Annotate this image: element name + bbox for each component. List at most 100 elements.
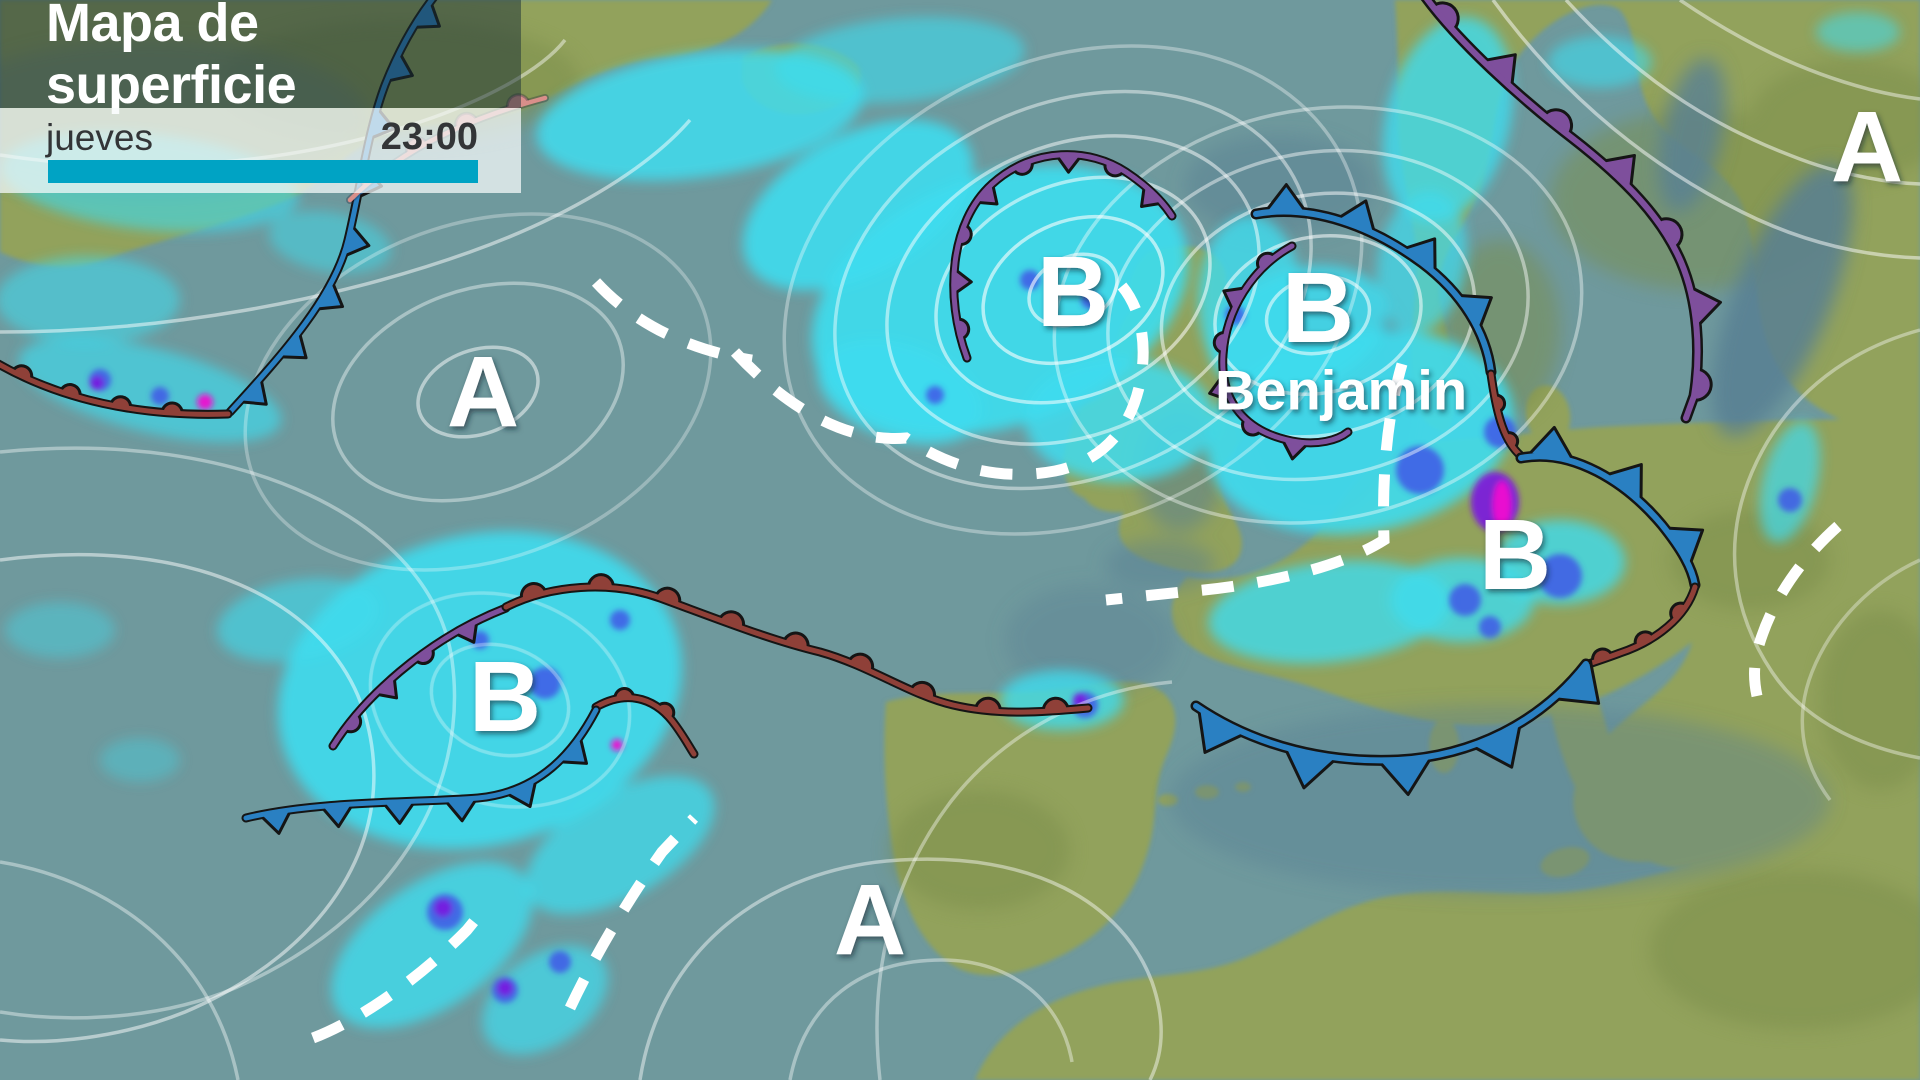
pressure-label-A: A xyxy=(447,336,519,448)
isobar-line xyxy=(0,118,692,334)
rain-area xyxy=(1759,421,1821,543)
front-line-color xyxy=(243,707,599,821)
trough-line xyxy=(311,905,489,1044)
isobar-ring xyxy=(885,134,1261,446)
rain-moderate xyxy=(1020,270,1040,290)
isobar-ring xyxy=(243,212,713,572)
page-title: Mapa de superficie xyxy=(46,0,297,115)
weather-front-occluded xyxy=(1208,241,1353,461)
rain-heavy xyxy=(497,980,513,996)
front-line-color xyxy=(1220,243,1351,446)
weather-front-warm xyxy=(501,573,1093,717)
rain-extreme xyxy=(1493,481,1511,529)
front-line-color xyxy=(503,584,1091,715)
rain-area xyxy=(268,210,392,274)
rain-moderate xyxy=(610,610,630,630)
rain-extreme xyxy=(611,739,623,751)
weather-front-warm xyxy=(1581,582,1700,670)
rain-area xyxy=(817,339,983,445)
isobar-line xyxy=(0,446,457,1020)
rain-moderate xyxy=(1081,291,1099,309)
isobar-line xyxy=(0,860,240,1080)
rain-moderate xyxy=(1778,488,1802,512)
front-line-color xyxy=(1424,0,1701,421)
rain-heavy xyxy=(90,376,104,390)
isobar-ring xyxy=(1052,105,1584,525)
front-line-color xyxy=(1253,208,1494,375)
rain-moderate xyxy=(1479,616,1501,638)
trough-line xyxy=(1749,521,1842,698)
rain-area xyxy=(1382,17,1514,223)
isobar-ring xyxy=(934,175,1212,405)
isobar-line xyxy=(1564,0,1920,186)
isobar-ring xyxy=(1106,148,1530,482)
rain-area xyxy=(100,738,180,782)
warm-front-semicircle xyxy=(587,573,615,590)
weather-front-cold xyxy=(241,705,601,835)
weather-front-cold xyxy=(1250,183,1497,378)
time-label: 23:00 xyxy=(380,116,478,158)
weather-front-cold xyxy=(1515,425,1705,591)
isobar-ring xyxy=(429,642,571,758)
isobar-line xyxy=(638,857,1163,1080)
trough-line xyxy=(730,282,1149,480)
rain-moderate xyxy=(1449,584,1481,616)
isobar-line xyxy=(1491,0,1920,260)
front-line-color xyxy=(330,605,509,749)
isobar-ring xyxy=(1264,274,1372,356)
weather-front-cold xyxy=(1190,658,1601,796)
rain-area xyxy=(1816,12,1900,52)
rain-area xyxy=(1548,36,1652,88)
rain-area xyxy=(775,16,1025,104)
isobar-line xyxy=(1800,558,1920,802)
rain-area xyxy=(482,945,608,1055)
pressure-label-A: A xyxy=(834,864,906,976)
rain-area xyxy=(331,861,533,1029)
isobar-line xyxy=(1679,0,1920,101)
trough-line xyxy=(1105,362,1408,606)
trough-lines xyxy=(311,278,1842,1044)
pressure-label-B: B xyxy=(1479,499,1551,611)
time-progress-bar xyxy=(48,160,478,183)
rain-moderate xyxy=(151,387,169,405)
isobar-ring xyxy=(416,345,540,439)
isobar-line xyxy=(1732,328,1920,760)
isobar-line xyxy=(788,958,1074,1080)
isobar-ring xyxy=(981,214,1165,366)
rain-area xyxy=(742,119,974,291)
front-line-color xyxy=(1583,584,1698,668)
day-label: jueves xyxy=(46,117,153,158)
isobar-line xyxy=(0,552,376,1044)
weather-front-warm xyxy=(1486,369,1526,461)
rain-area xyxy=(0,256,180,344)
pressure-label-A: A xyxy=(1831,91,1903,203)
rain-moderate xyxy=(926,386,944,404)
time-band: jueves 23:00 xyxy=(0,108,521,193)
title-band: Mapa de superficie xyxy=(0,0,521,115)
rain-area xyxy=(1208,560,1452,664)
isobar-ring xyxy=(1027,252,1119,328)
rain-heavy xyxy=(1073,693,1087,707)
front-line-color xyxy=(1193,661,1589,764)
rain-heavy xyxy=(434,899,452,917)
storm-name-label: Benjamin xyxy=(1215,359,1467,422)
weather-front-warm xyxy=(591,687,699,759)
trough-line xyxy=(591,278,753,366)
trough-line xyxy=(565,814,699,1011)
front-line-color xyxy=(951,152,1175,361)
isobar-line xyxy=(875,680,1173,1080)
front-line-color xyxy=(1518,453,1698,588)
map-header: Mapa de superficie jueves 23:00 xyxy=(0,0,521,193)
weather-front-occluded xyxy=(1420,0,1722,424)
rain-extreme xyxy=(197,394,213,410)
weather-front-warm xyxy=(0,359,233,419)
front-line-color xyxy=(1488,371,1524,459)
rain-area xyxy=(525,775,715,915)
pressure-label-B: B xyxy=(469,641,541,753)
rain-moderate xyxy=(1396,446,1444,494)
rain-moderate xyxy=(529,667,561,699)
isobar-ring xyxy=(331,281,625,503)
weather-front-occluded xyxy=(328,603,511,751)
